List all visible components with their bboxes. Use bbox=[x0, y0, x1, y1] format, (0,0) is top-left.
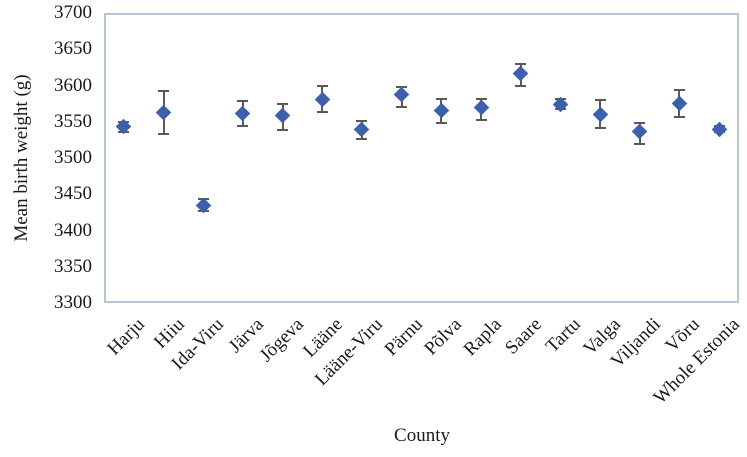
x-axis-title: County bbox=[394, 425, 450, 446]
error-bar-bottom-cap bbox=[673, 115, 685, 118]
y-tick-label: 3700 bbox=[54, 2, 92, 23]
error-bar-bottom-cap bbox=[277, 128, 289, 131]
error-bar-bottom-cap bbox=[158, 133, 170, 136]
error-bar-top-cap bbox=[475, 97, 487, 100]
plot-area bbox=[104, 13, 739, 303]
error-bar-bottom-cap bbox=[594, 126, 606, 129]
y-tick-label: 3600 bbox=[54, 74, 92, 96]
error-bar-bottom-cap bbox=[237, 125, 249, 128]
error-bar-top-cap bbox=[435, 97, 447, 100]
error-bar-top-cap bbox=[673, 88, 685, 91]
y-tick-label: 3550 bbox=[54, 110, 92, 132]
error-bar-bottom-cap bbox=[356, 138, 368, 141]
error-bar-bottom-cap bbox=[475, 119, 487, 122]
y-tick-label: 3450 bbox=[54, 183, 92, 205]
error-bar-top-cap bbox=[316, 84, 328, 87]
error-bar-top-cap bbox=[396, 85, 408, 88]
error-bar-bottom-cap bbox=[316, 110, 328, 113]
error-bar-bottom-cap bbox=[435, 122, 447, 125]
error-bar-top-cap bbox=[515, 62, 527, 65]
error-bar-top-cap bbox=[277, 102, 289, 105]
error-bar-bottom-cap bbox=[634, 142, 646, 145]
y-tick-label: 3350 bbox=[54, 255, 92, 277]
error-bar-bottom-cap bbox=[515, 84, 527, 87]
error-bar-top-cap bbox=[237, 100, 249, 103]
error-bar-top-cap bbox=[356, 120, 368, 123]
y-tick-label: 3300 bbox=[54, 292, 92, 313]
y-tick-label: 3400 bbox=[54, 219, 92, 241]
y-tick-label: 3650 bbox=[54, 38, 92, 60]
error-bar-top-cap bbox=[634, 122, 646, 125]
error-bar-bottom-cap bbox=[396, 106, 408, 109]
y-tick-label: 3500 bbox=[54, 147, 92, 168]
error-bar-top-cap bbox=[158, 89, 170, 92]
error-bar-top-cap bbox=[594, 99, 606, 101]
